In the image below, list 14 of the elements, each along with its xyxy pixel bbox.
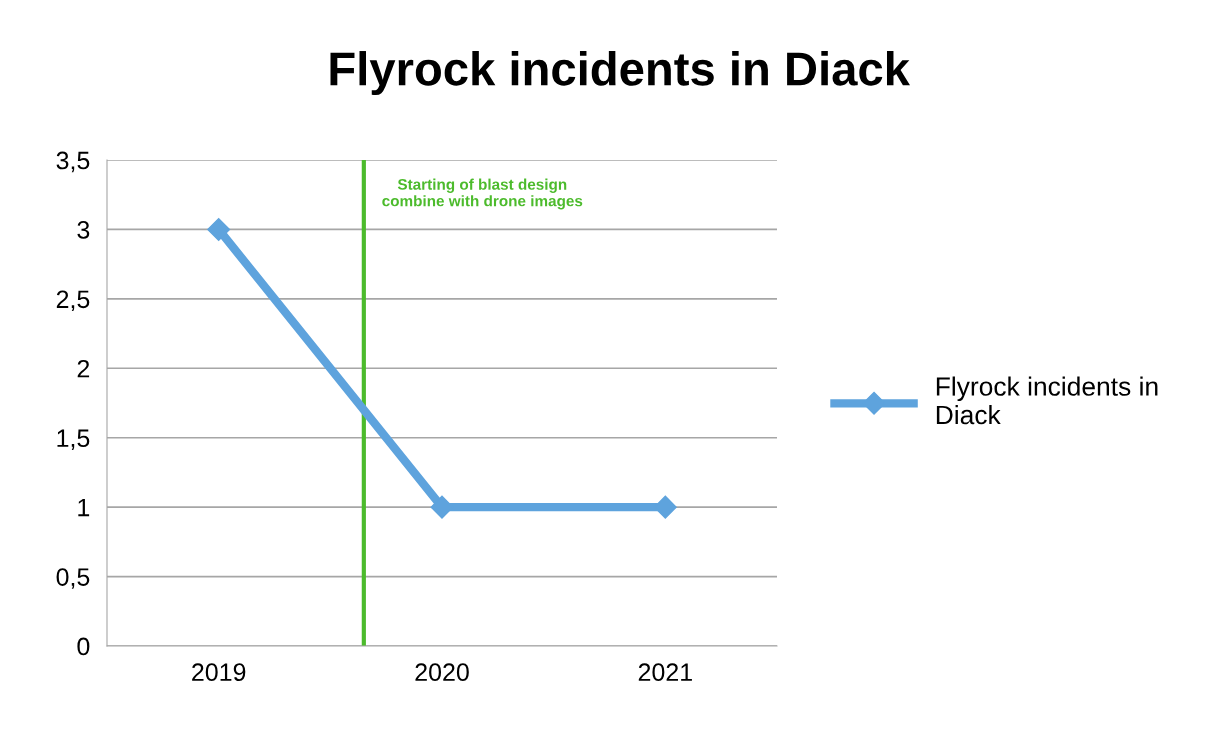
x-tick-label: 2019 [192,663,246,682]
y-tick-label: 3 [77,221,90,239]
legend-label: Flyrock incidents in Diack [936,376,1158,425]
x-tick-label: 2021 [638,663,692,682]
chart-title: Flyrock incidents in Diack [330,51,910,96]
y-tick-label: 0,5 [56,568,90,589]
ref-line-label: Starting of blast design combine with drone images [382,178,583,210]
y-tick-label: 1 [78,499,90,517]
y-tick-label: 1,5 [57,429,90,450]
y-tick-label: 0 [77,637,90,656]
y-tick-label: 2,5 [56,290,90,312]
x-tick-label: 2020 [415,663,469,682]
y-tick-label: 3,5 [56,151,90,173]
y-tick-label: 2 [77,359,90,378]
